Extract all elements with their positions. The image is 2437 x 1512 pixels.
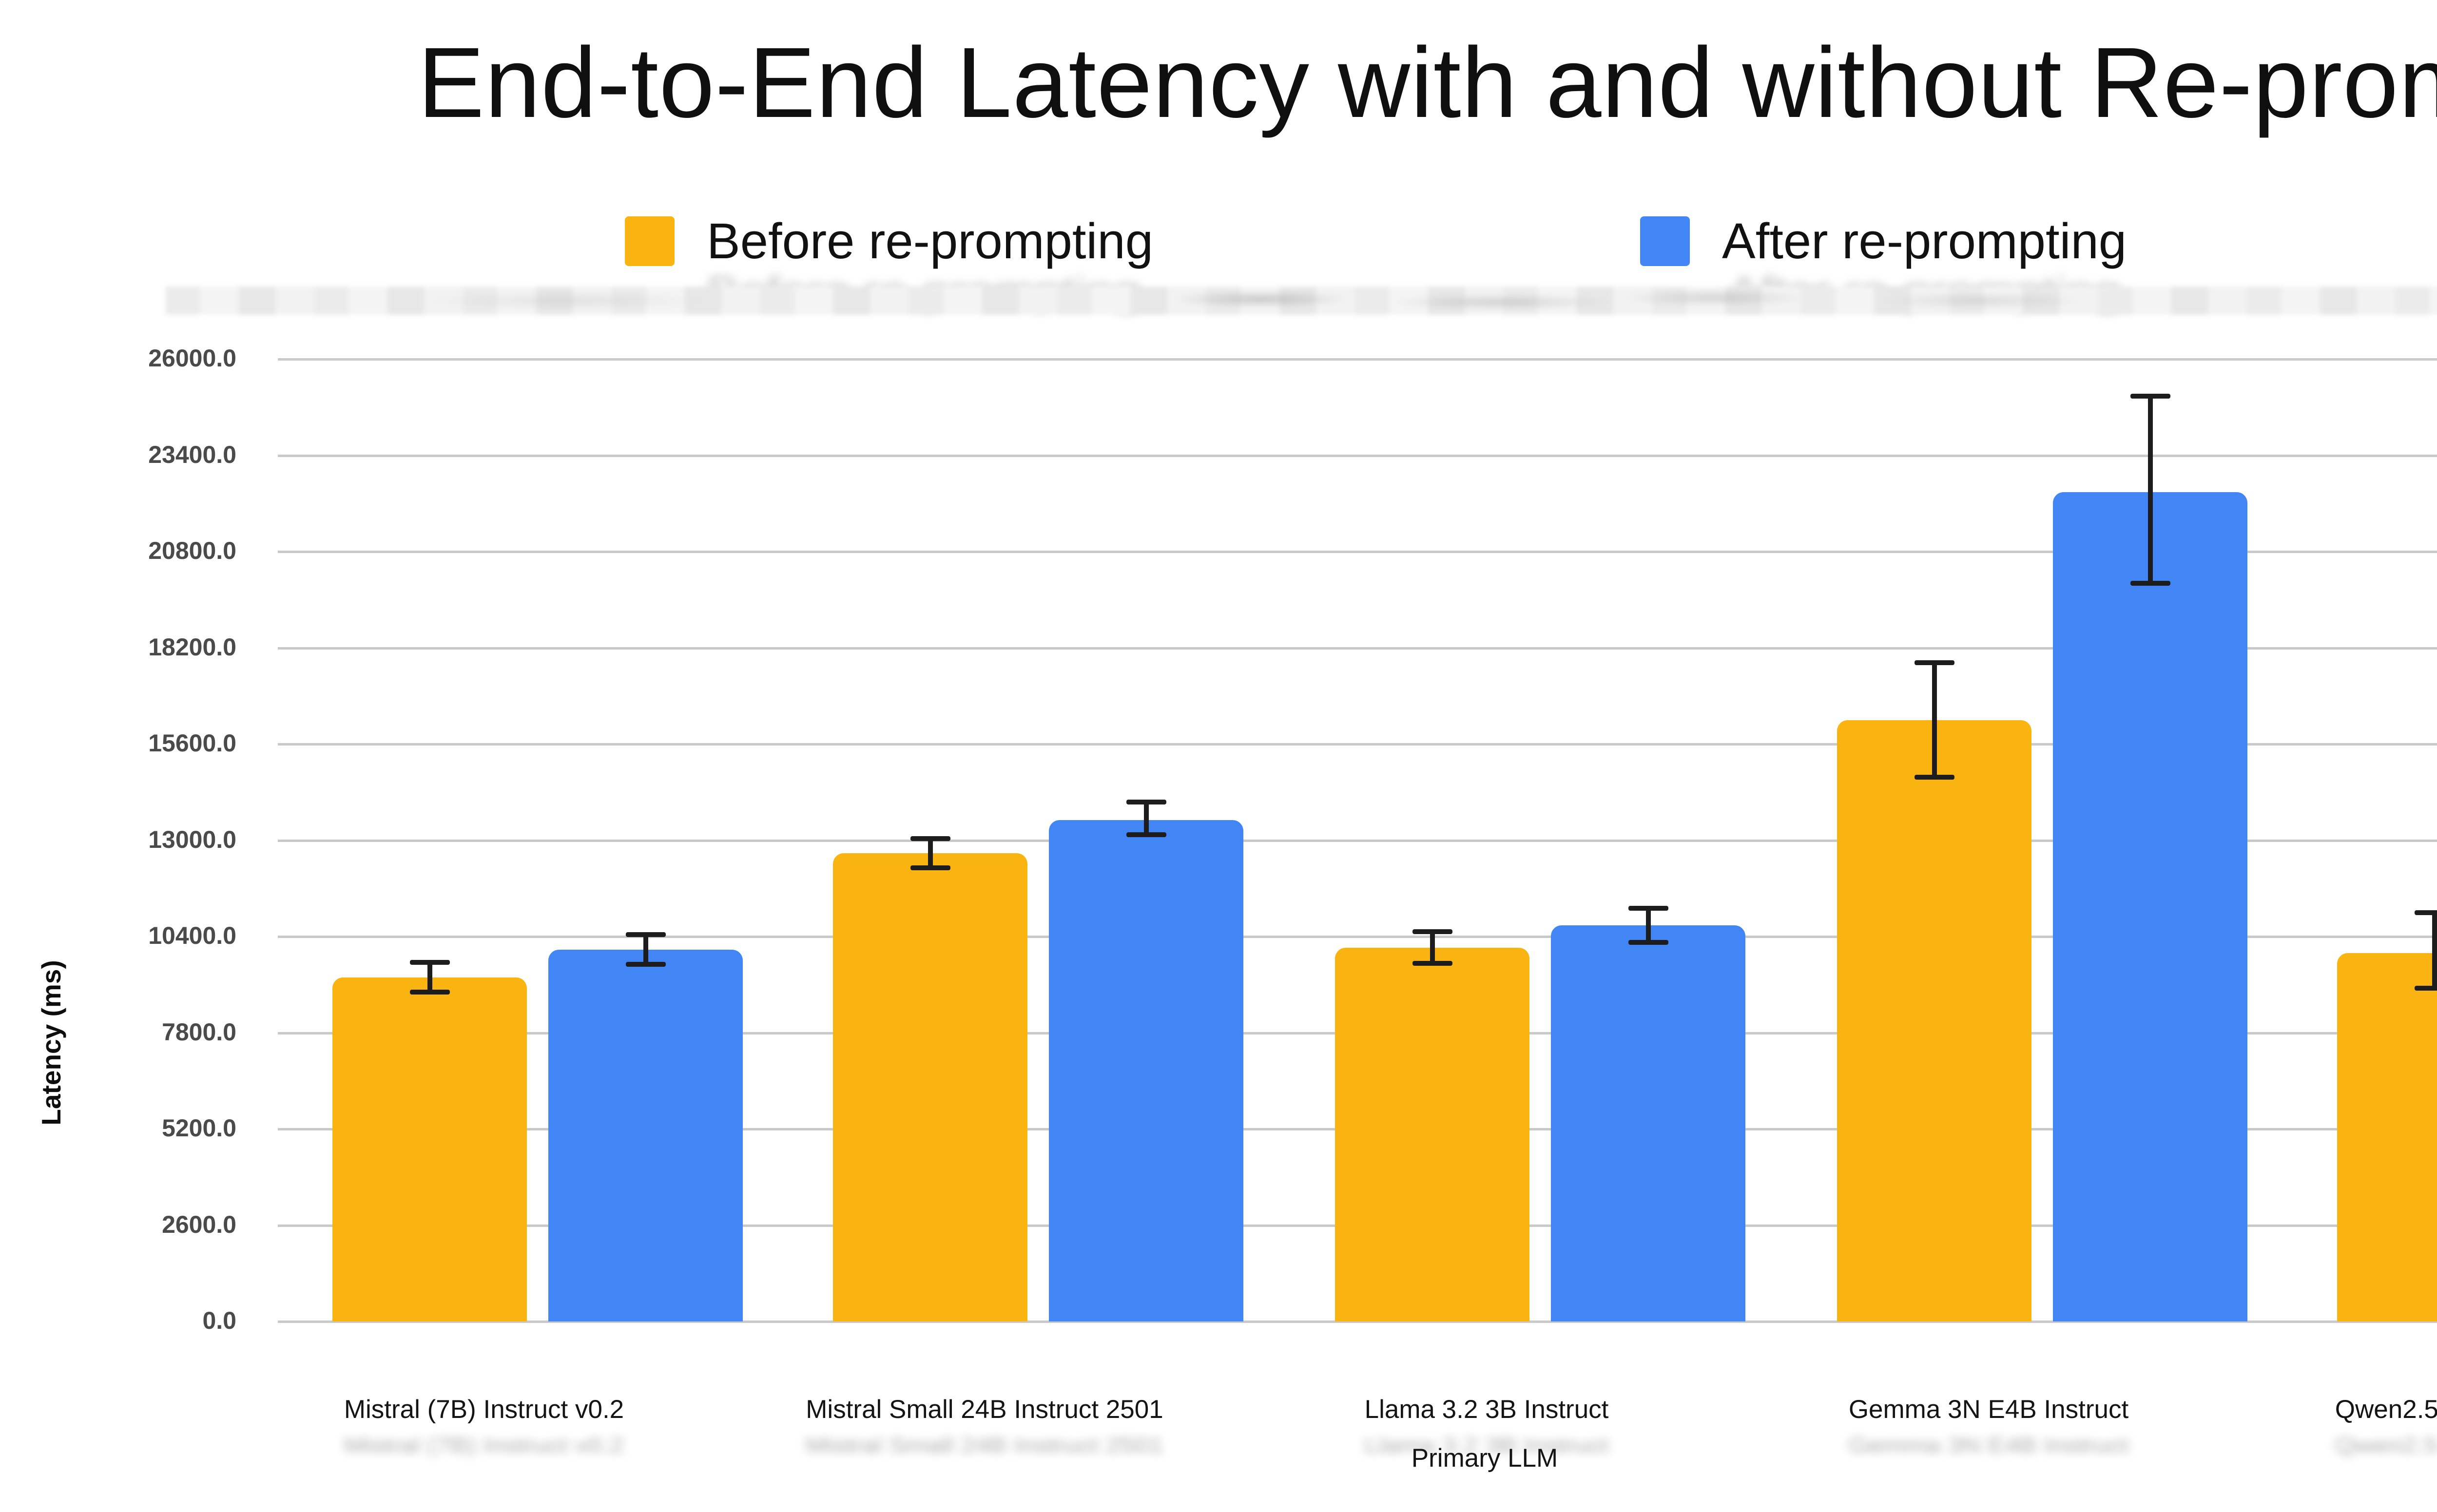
error-bar-line xyxy=(427,962,432,992)
error-bar-cap xyxy=(2414,986,2437,991)
error-bar-cap xyxy=(409,989,450,995)
x-category-label: Llama 3.2 3B Instruct xyxy=(1364,1395,1609,1424)
gridline xyxy=(278,1321,2437,1323)
x-category-label: Qwen2.5 7B Instruct Turbo xyxy=(2335,1395,2437,1424)
legend-label-before: Before re-prompting xyxy=(707,213,1153,269)
error-bar-line xyxy=(643,935,648,964)
gridline xyxy=(278,551,2437,553)
error-bar-line xyxy=(2147,396,2153,583)
error-bar-cap xyxy=(1914,775,1954,780)
error-bar-cap xyxy=(1126,800,1166,805)
legend-swatch-after-icon xyxy=(1640,216,1690,266)
error-bar-line xyxy=(1430,932,1435,964)
y-tick-label: 10400.0 xyxy=(148,922,236,949)
error-bar-cap xyxy=(2414,910,2437,915)
y-tick-label: 26000.0 xyxy=(148,345,236,372)
bar-before-0 xyxy=(332,977,527,1321)
bar-before-1 xyxy=(833,853,1027,1321)
error-bar-cap xyxy=(409,960,450,965)
gridline xyxy=(278,743,2437,746)
x-category-label: Gemma 3N E4B Instruct xyxy=(1848,1395,2129,1424)
gridline xyxy=(278,936,2437,938)
gridline xyxy=(278,358,2437,361)
chart-title: End-to-End Latency with and without Re-p… xyxy=(418,27,2437,138)
gridline xyxy=(278,454,2437,457)
bar-after-3 xyxy=(2053,492,2247,1321)
legend-item-before: Before re-prompting xyxy=(625,210,1153,273)
legend-swatch-before-icon xyxy=(625,216,675,266)
y-axis-title: Latency (ms) xyxy=(36,960,66,1126)
error-bar-cap xyxy=(910,865,950,871)
error-bar-line xyxy=(1143,802,1149,835)
x-category-ghost-smudge: Mistral Small 24B Instruct 2501 xyxy=(806,1433,1163,1458)
bar-after-1 xyxy=(1049,820,1243,1321)
error-bar-line xyxy=(2432,912,2437,989)
error-bar-cap xyxy=(625,961,666,967)
gridline xyxy=(278,647,2437,650)
error-bar-cap xyxy=(1412,929,1452,935)
y-tick-label: 15600.0 xyxy=(148,729,236,757)
bar-before-3 xyxy=(1837,720,2031,1321)
x-category-ghost-smudge: Qwen2.5 7B Instruct Turbo xyxy=(2335,1433,2437,1458)
bar-after-2 xyxy=(1551,925,1745,1321)
error-bar-line xyxy=(928,838,933,868)
y-tick-label: 7800.0 xyxy=(162,1018,236,1046)
error-bar-cap xyxy=(1412,961,1452,966)
y-tick-label: 23400.0 xyxy=(148,440,236,468)
legend-label-after: After re-prompting xyxy=(1722,213,2127,269)
error-bar-cap xyxy=(910,836,950,841)
gridline xyxy=(278,839,2437,842)
x-category-label: Mistral Small 24B Instruct 2501 xyxy=(806,1395,1163,1424)
error-bar-cap xyxy=(1914,660,1954,665)
y-tick-label: 0.0 xyxy=(202,1307,236,1334)
x-category-ghost-smudge: Mistral (7B) Instruct v0.2 xyxy=(344,1433,624,1458)
y-tick-label: 20800.0 xyxy=(148,537,236,564)
y-tick-label: 5200.0 xyxy=(162,1114,236,1142)
legend-item-after: After re-prompting xyxy=(1640,210,2127,273)
x-category-ghost-smudge: Gemma 3N E4B Instruct xyxy=(1848,1433,2129,1458)
error-bar-line xyxy=(1932,662,1937,778)
error-bar-line xyxy=(1645,908,1651,943)
y-tick-label: 13000.0 xyxy=(148,825,236,853)
error-bar-cap xyxy=(1628,940,1668,945)
error-bar-cap xyxy=(625,932,666,938)
bar-after-0 xyxy=(548,949,743,1321)
bar-before-2 xyxy=(1335,947,1529,1321)
y-tick-label: 2600.0 xyxy=(162,1210,236,1238)
x-axis-title: Primary LLM xyxy=(1411,1444,1558,1473)
compression-artifact-strip xyxy=(166,287,2437,315)
error-bar-cap xyxy=(1126,832,1166,838)
y-tick-label: 18200.0 xyxy=(148,633,236,661)
error-bar-cap xyxy=(1628,906,1668,911)
bar-before-4 xyxy=(2337,953,2437,1321)
x-category-label: Mistral (7B) Instruct v0.2 xyxy=(344,1395,624,1424)
error-bar-cap xyxy=(2130,393,2170,399)
error-bar-cap xyxy=(2130,580,2170,586)
